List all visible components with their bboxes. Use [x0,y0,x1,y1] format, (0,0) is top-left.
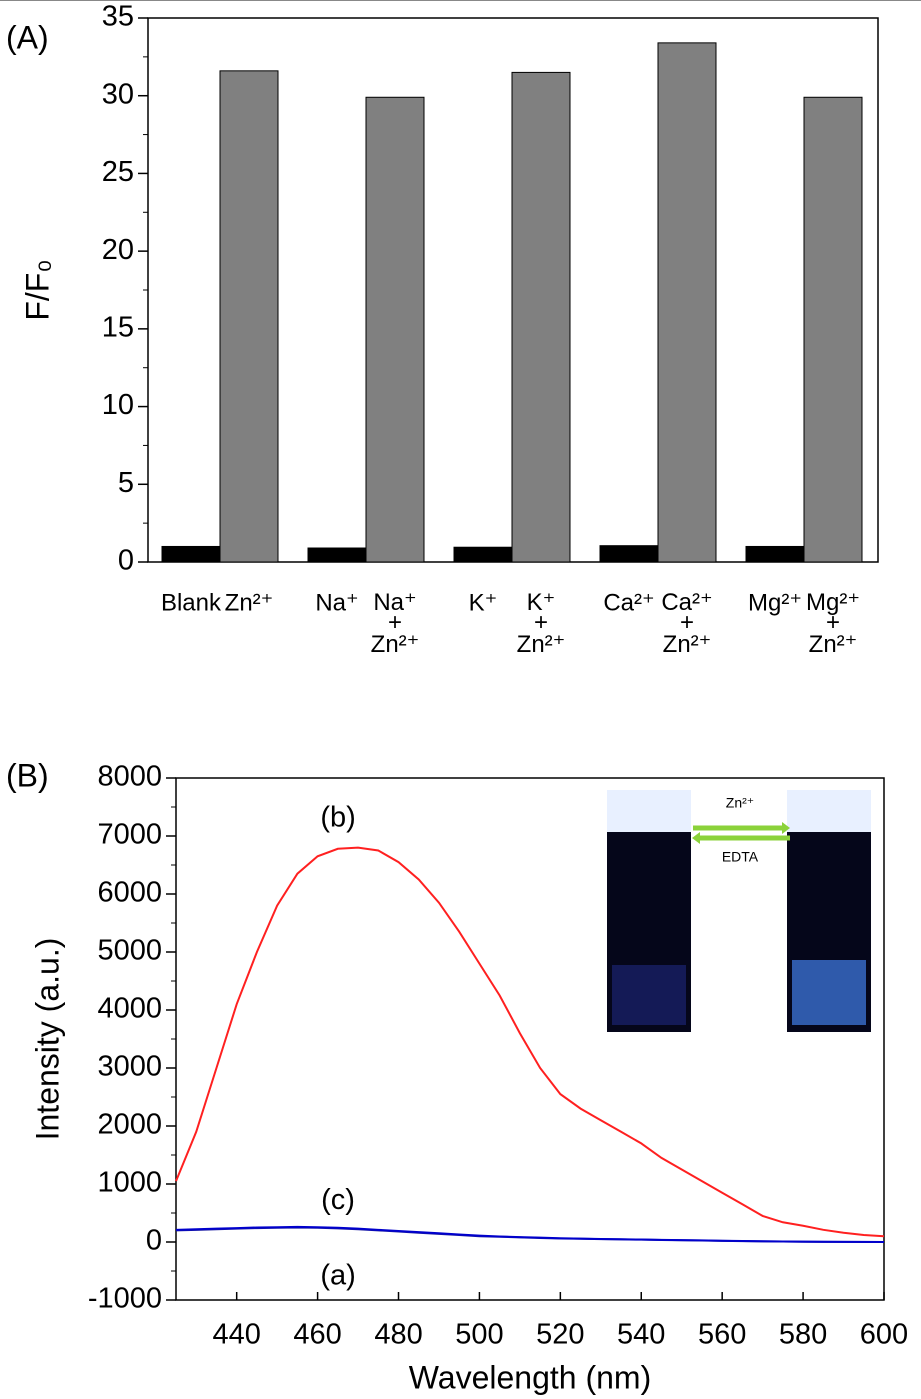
series-label: (a) [320,1259,355,1291]
y-tick-label: 6000 [97,877,162,909]
bar [657,42,717,563]
x-tick-label: 540 [617,1319,665,1351]
y-tick-label: 8000 [97,761,162,793]
y-tick-label: 35 [102,1,134,33]
panel-label: (A) [6,19,49,55]
arrow-head [782,822,790,834]
inset-photo: Zn²⁺ EDTA [607,790,871,1032]
label-line: + [388,609,402,636]
inset-label: EDTA [722,849,759,865]
y-tick-label: 1000 [97,1167,162,1199]
arrow-head [692,832,700,844]
x-tick-label: Mg²⁺ [748,589,802,616]
y-tick-label: 0 [146,1225,162,1257]
line-series [175,846,885,1238]
y-tick-label: 30 [102,78,134,110]
y-tick-label: 5 [118,467,134,499]
y-tick-label: -1000 [88,1283,162,1315]
y-tick-label: 3000 [97,1051,162,1083]
bar [365,96,425,563]
y-tick-label: 15 [102,312,134,344]
x-tick-label: Ca²⁺ [603,589,654,616]
x-tick-label: 560 [698,1319,746,1351]
series-label: (c) [321,1184,355,1216]
y-tick-label: 25 [102,156,134,188]
panel-label: (B) [6,757,49,793]
x-tick-label: 500 [455,1319,503,1351]
bar [219,70,279,563]
vial-cap [607,790,691,832]
label-line: + [534,609,548,636]
label-line: Mg²⁺ [806,589,860,616]
x-tick-label: Na⁺ + Zn²⁺ [371,589,420,658]
label-line: Na⁺ [373,589,416,616]
bar [307,547,367,563]
y-tick-label: 10 [102,389,134,421]
series-label: (b) [320,801,355,833]
bar [453,546,513,563]
x-tick-label: 460 [293,1319,341,1351]
label-line: Ca²⁺ [661,589,712,616]
x-tick-label: Mg²⁺ + Zn²⁺ [806,589,860,658]
label-line: + [826,609,840,636]
vial-cap [787,790,871,832]
x-tick-label: Na⁺ [315,589,358,616]
bar [803,96,863,563]
bar [511,71,571,563]
line-series [175,1226,885,1243]
label-line: Zn²⁺ [809,631,858,658]
label-line: K⁺ [527,589,556,616]
label-line: + [680,609,694,636]
vial-glow [612,965,686,1025]
bar [745,545,805,563]
x-tick-label: 520 [536,1319,584,1351]
bar [599,545,659,563]
y-tick-label: 20 [102,234,134,266]
x-tick-label: K⁺ + Zn²⁺ [517,589,566,658]
x-tick-label: 600 [860,1319,908,1351]
x-tick-label: 480 [374,1319,422,1351]
y-tick-label: 2000 [97,1109,162,1141]
x-tick-label: Zn²⁺ [225,589,274,616]
y-axis-title: Intensity (a.u.) [29,938,65,1141]
y-tick-label: 4000 [97,993,162,1025]
x-tick-label: Blank [161,589,222,616]
y-tick-label: 5000 [97,935,162,967]
x-tick-label: K⁺ [469,589,498,616]
x-axis-title: Wavelength (nm) [409,1359,651,1395]
vial-glow [792,960,866,1025]
inset-label: Zn²⁺ [726,795,754,811]
y-tick-label: 0 [118,545,134,577]
line-series [175,1225,885,1243]
x-tick-label: 580 [779,1319,827,1351]
label-line: Zn²⁺ [371,631,420,658]
bar [161,545,221,563]
y-axis-title: F/F₀ [19,259,55,320]
label-line: Zn²⁺ [517,631,566,658]
x-tick-label: 440 [212,1319,260,1351]
label-line: Zn²⁺ [663,631,712,658]
y-tick-label: 7000 [97,819,162,851]
x-tick-label: Ca²⁺ + Zn²⁺ [661,589,712,658]
